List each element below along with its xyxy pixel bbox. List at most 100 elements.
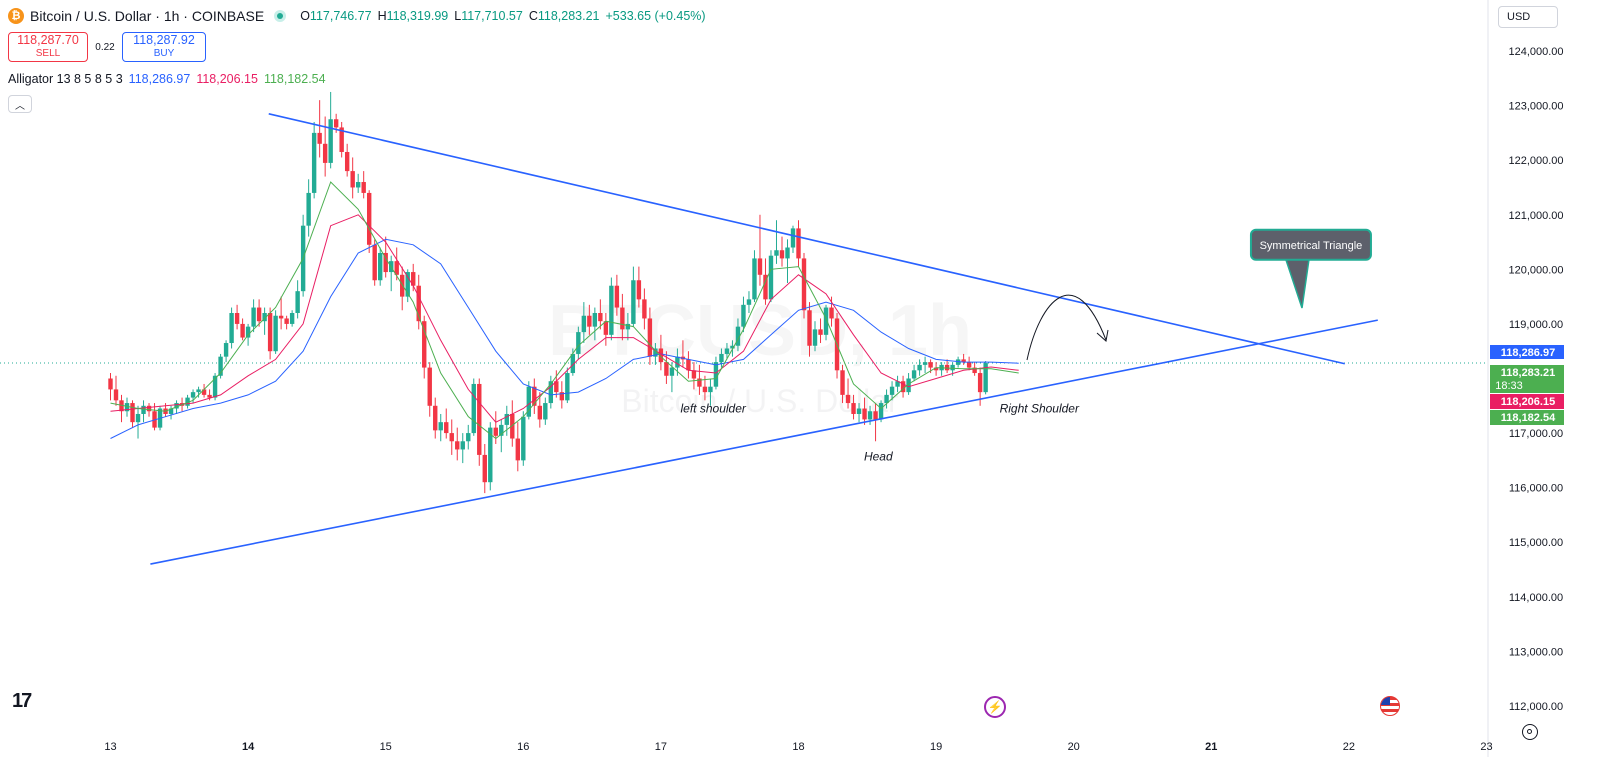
candle-body [609, 285, 614, 335]
time-axis-tick: 22 [1343, 741, 1355, 753]
candle [796, 220, 801, 267]
trendline-lower[interactable] [150, 319, 1378, 565]
candle [917, 359, 922, 376]
candle-body [234, 313, 240, 324]
candle [746, 291, 752, 314]
candle-body [592, 313, 598, 327]
candle [966, 356, 972, 371]
time-axis-tick: 19 [930, 741, 942, 753]
candle-body [108, 378, 113, 390]
annotation-label[interactable]: left shoulder [681, 401, 747, 415]
indicator-legend[interactable]: Alligator 13 8 5 8 5 3 118,286.97 118,20… [8, 72, 326, 86]
candle [895, 375, 900, 393]
candle [911, 364, 917, 382]
indicator-lips-value: 118,182.54 [263, 72, 326, 86]
candle [449, 419, 454, 455]
buy-price: 118,287.92 [133, 33, 195, 47]
candle [636, 266, 642, 308]
candle [135, 405, 141, 439]
candle [273, 310, 278, 354]
candle-body [366, 192, 372, 245]
candle-body [878, 403, 884, 420]
candle-body [961, 359, 966, 363]
trade-panel: 118,287.70 SELL 0.22 118,287.92 BUY [8, 32, 206, 62]
candle-body [350, 171, 355, 188]
candle [108, 373, 113, 401]
candle [631, 266, 636, 327]
candle-body [411, 272, 416, 286]
trendline-upper[interactable] [268, 113, 1345, 365]
lightning-icon[interactable]: ⚡ [984, 696, 1006, 718]
candle-body [746, 299, 752, 305]
chart-header: ₿ Bitcoin / U.S. Dollar · 1h · COINBASE … [8, 8, 712, 24]
price-label-text: 118,283.21 [1501, 367, 1555, 379]
candle-body [515, 438, 520, 461]
candle-body [972, 367, 977, 374]
price-label-text: 118,182.54 [1501, 412, 1556, 424]
candle-body [873, 411, 878, 420]
price-axis-tick: 121,000.00 [1508, 210, 1563, 222]
triangle-callout[interactable]: Symmetrical Triangle [1249, 228, 1372, 309]
annotation-label[interactable]: Head [864, 449, 893, 463]
candle [300, 214, 306, 297]
spread-value: 0.22 [95, 41, 115, 53]
us-flag-icon[interactable] [1380, 696, 1400, 716]
watermark: BTCUSD, 1h Bitcoin / U.S. Dollar [548, 291, 972, 419]
candle-body [719, 353, 724, 363]
candle [284, 315, 289, 330]
candle-body [807, 310, 812, 346]
candle [642, 288, 647, 330]
sell-button[interactable]: 118,287.70 SELL [8, 32, 88, 62]
buy-button[interactable]: 118,287.92 BUY [122, 32, 206, 62]
currency-selector[interactable]: USD [1498, 6, 1558, 28]
candle-body [488, 427, 493, 483]
candle [185, 394, 190, 409]
projection-arrow [1026, 294, 1107, 361]
candle-body [851, 403, 856, 414]
candle-body [119, 400, 124, 412]
price-axis-tick: 123,000.00 [1508, 101, 1563, 113]
candle-body [636, 280, 642, 300]
candle [933, 362, 939, 376]
candle-body [174, 403, 179, 409]
candle-body [328, 119, 333, 163]
candle-body [603, 321, 609, 335]
symbol-title[interactable]: Bitcoin / U.S. Dollar · 1h · COINBASE [30, 8, 265, 24]
candle-body [438, 422, 443, 431]
candle-body [779, 250, 785, 259]
time-axis-tick: 23 [1480, 741, 1492, 753]
tradingview-logo-icon[interactable]: 17 [12, 690, 32, 712]
candle [278, 296, 284, 330]
candle [433, 397, 438, 439]
gear-icon[interactable] [1522, 724, 1538, 740]
annotation-label[interactable]: Right Shoulder [1000, 401, 1080, 415]
candle [295, 280, 300, 319]
candle-body [955, 359, 961, 365]
price-axis[interactable]: 124,000.00 123,000.00 122,000.00 121,000.00… [1508, 46, 1563, 713]
candle-body [289, 313, 295, 324]
candle-body [774, 250, 779, 256]
candle-body [168, 408, 174, 414]
candle-body [576, 332, 581, 354]
callout-box[interactable] [1249, 228, 1372, 261]
candle [317, 100, 322, 158]
candle-body [499, 424, 504, 436]
candle-body [460, 441, 465, 450]
candle-body [223, 343, 229, 357]
candle-body [394, 261, 399, 275]
candle [427, 362, 432, 417]
candle-body [526, 386, 532, 417]
candlestick-series [108, 91, 988, 494]
candle-body [113, 389, 119, 401]
candle-body [708, 386, 713, 393]
candle-body [218, 356, 223, 376]
candle [873, 403, 878, 442]
collapse-legend-button[interactable]: ︿ [8, 95, 32, 113]
candle [790, 225, 796, 253]
price-label-bg [1490, 365, 1564, 393]
candle-body [922, 362, 928, 365]
time-axis[interactable]: 13 14 15 16 17 18 19 20 21 22 23 [104, 741, 1492, 753]
candle-body [702, 386, 708, 393]
candle-body [950, 364, 955, 371]
